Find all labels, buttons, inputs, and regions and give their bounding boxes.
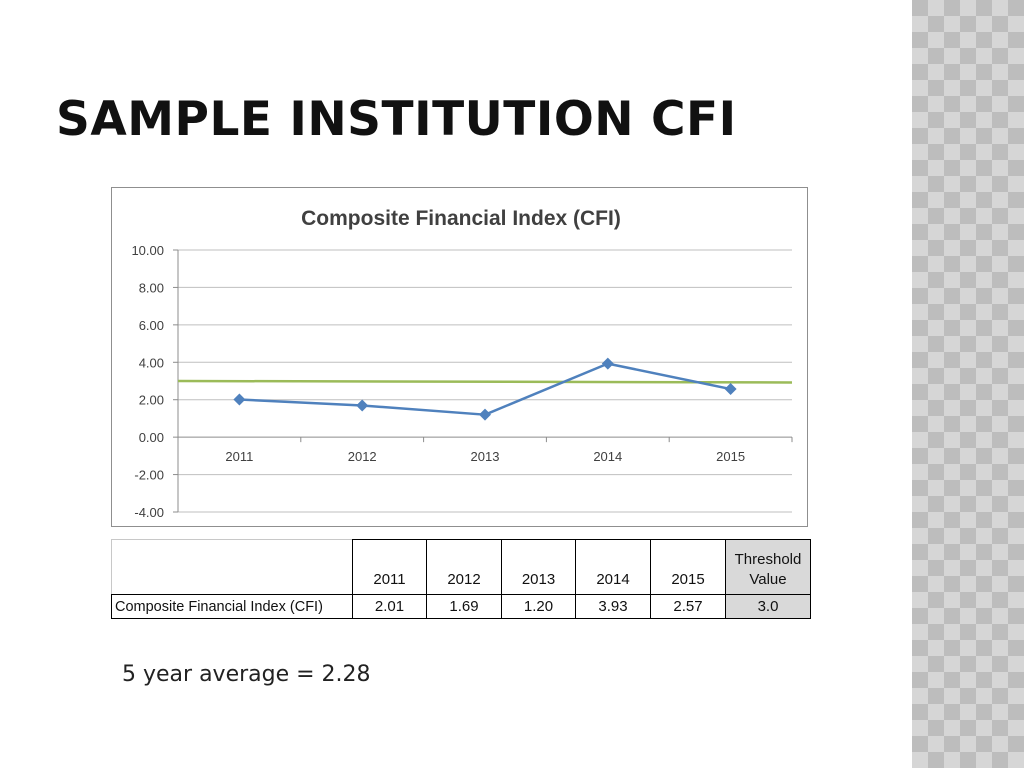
table-year-header: 2015 <box>650 539 726 595</box>
data-point-marker <box>233 393 246 406</box>
y-tick-label: 10.00 <box>131 243 164 258</box>
data-point-marker <box>356 399 369 412</box>
table-year-header: 2011 <box>352 539 427 595</box>
threshold-header-line-2: Value <box>749 571 787 588</box>
gridlines <box>177 249 792 513</box>
table-year-header: 2012 <box>426 539 502 595</box>
y-tick-label: -4.00 <box>134 505 164 520</box>
table-value-cell: 3.93 <box>575 594 651 619</box>
threshold-header-line-1: Threshold <box>734 551 802 568</box>
table-value-cell: 1.20 <box>501 594 576 619</box>
table-value-cell: 2.57 <box>650 594 726 619</box>
cfi-chart-svg: Composite Financial Index (CFI) 10.00 8.0… <box>131 207 793 520</box>
table-year-header: 2013 <box>501 539 576 595</box>
x-tick-label: 2012 <box>348 449 377 464</box>
y-tick-label: 4.00 <box>139 355 164 370</box>
cfi-chart: Composite Financial Index (CFI) 10.00 8.0… <box>111 187 808 527</box>
y-tick-label: 8.00 <box>139 280 164 295</box>
chart-title: Composite Financial Index (CFI) <box>301 207 621 230</box>
x-tick-label: 2013 <box>471 449 500 464</box>
five-year-average-note: 5 year average = 2.28 <box>122 662 371 687</box>
y-axis-ticks: 10.00 8.00 6.00 4.00 2.00 0.00 -2.00 -4.00 <box>131 243 178 520</box>
table-value-cell: 1.69 <box>426 594 502 619</box>
threshold-line <box>177 379 793 384</box>
x-tick-label: 2015 <box>716 449 745 464</box>
side-pattern-panel <box>912 0 1024 768</box>
y-tick-label: -2.00 <box>134 468 164 483</box>
table-year-header: 2014 <box>575 539 651 595</box>
table-row: Composite Financial Index (CFI) 2.01 1.6… <box>111 594 811 619</box>
x-tick-label: 2011 <box>225 449 253 464</box>
table-header-row: 2011 2012 2013 2014 2015 Threshold Value <box>111 539 811 595</box>
cfi-data-table: 2011 2012 2013 2014 2015 Threshold Value … <box>111 539 811 619</box>
table-value-cell: 2.01 <box>352 594 427 619</box>
series-layer <box>233 357 737 421</box>
y-tick-label: 2.00 <box>139 393 164 408</box>
threshold-layer <box>177 379 793 384</box>
series-line <box>239 362 731 416</box>
table-threshold-value: 3.0 <box>725 594 811 619</box>
x-axis-ticks: 2011 2012 2013 2014 2015 <box>177 437 793 464</box>
table-corner-cell <box>111 539 353 595</box>
data-point-marker <box>724 383 737 396</box>
x-tick-label: 2014 <box>593 449 622 464</box>
slide-title: SAMPLE INSTITUTION CFI <box>56 92 737 147</box>
data-point-marker <box>601 357 614 370</box>
y-tick-label: 6.00 <box>139 318 164 333</box>
data-point-marker <box>479 408 491 421</box>
table-row-label: Composite Financial Index (CFI) <box>111 594 353 619</box>
table-threshold-header: Threshold Value <box>725 539 811 595</box>
y-tick-label: 0.00 <box>139 430 164 445</box>
